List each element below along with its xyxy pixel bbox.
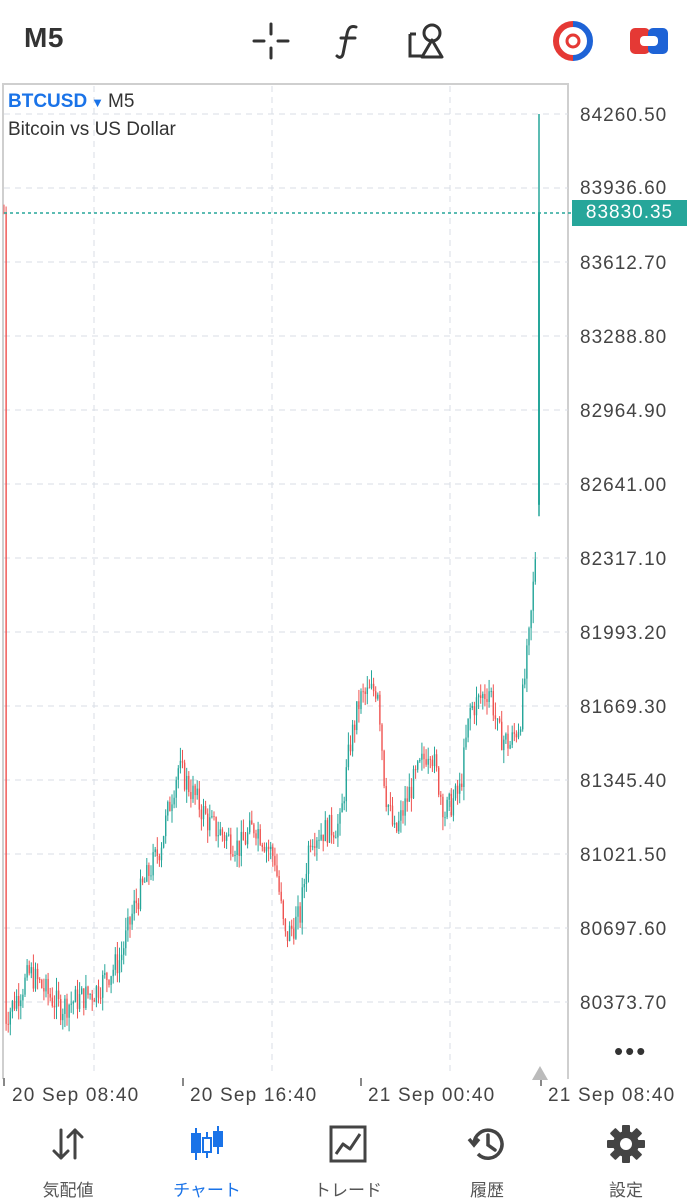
function-icon[interactable] <box>326 18 372 64</box>
nav-label: 履歴 <box>470 1181 504 1200</box>
trade-toggle-icon[interactable] <box>550 18 596 64</box>
settings-icon <box>566 1124 686 1164</box>
y-axis-label: 82641.00 <box>580 475 668 496</box>
chart-candles-icon <box>147 1124 267 1164</box>
nav-label: 設定 <box>609 1181 643 1200</box>
objects-icon[interactable] <box>402 18 448 64</box>
trade-icon <box>288 1124 408 1164</box>
x-axis-label: 20 Sep 16:40 <box>190 1085 318 1106</box>
y-axis-label: 82964.90 <box>580 401 668 422</box>
bottom-navigation: 気配値 チャート トレード <box>0 1110 696 1200</box>
y-axis-label: 84260.50 <box>580 105 668 126</box>
symbol-description: Bitcoin vs US Dollar <box>8 119 176 140</box>
nav-trade[interactable]: トレード <box>288 1110 408 1200</box>
symbol-name[interactable]: BTCUSD <box>8 91 88 112</box>
y-axis-label: 82317.10 <box>580 549 668 570</box>
nav-history[interactable]: 履歴 <box>427 1110 547 1200</box>
chart-timeframe: M5 <box>108 91 135 112</box>
crosshair-icon[interactable] <box>248 18 294 64</box>
chart-symbol-header[interactable]: BTCUSD ▼ M5 <box>8 91 134 113</box>
timeframe-selector[interactable]: M5 <box>24 22 64 53</box>
nav-label: 気配値 <box>42 1181 94 1200</box>
y-axis-label: 80373.70 <box>580 993 668 1014</box>
top-toolbar: M5 <box>0 0 696 84</box>
more-options-button[interactable]: ••• <box>614 1036 648 1066</box>
y-axis-label: 81993.20 <box>580 623 668 644</box>
y-axis-label: 83936.60 <box>580 178 668 199</box>
y-axis-label: 81021.50 <box>580 845 668 866</box>
y-axis-label: 83612.70 <box>580 253 668 274</box>
y-axis-label: 80697.60 <box>580 919 668 940</box>
x-axis-label: 20 Sep 08:40 <box>12 1085 140 1106</box>
current-price-tag: 83830.35 <box>572 200 687 226</box>
y-axis-label: 81669.30 <box>580 697 668 718</box>
y-axis-label: 81345.40 <box>580 771 668 792</box>
chart-area[interactable] <box>2 83 569 1079</box>
x-axis-label: 21 Sep 00:40 <box>368 1085 496 1106</box>
nav-label: トレード <box>314 1181 382 1200</box>
nav-settings[interactable]: 設定 <box>566 1110 686 1200</box>
nav-label: チャート <box>173 1181 241 1200</box>
history-icon <box>427 1124 547 1164</box>
symbol-dropdown-icon[interactable]: ▼ <box>91 95 105 110</box>
nav-quotes[interactable]: 気配値 <box>8 1110 128 1200</box>
x-axis-label: 21 Sep 08:40 <box>548 1085 676 1106</box>
nav-chart[interactable]: チャート <box>147 1110 267 1200</box>
one-click-trading-icon[interactable] <box>626 18 672 64</box>
quotes-icon <box>8 1124 128 1164</box>
y-axis-label: 83288.80 <box>580 327 668 348</box>
